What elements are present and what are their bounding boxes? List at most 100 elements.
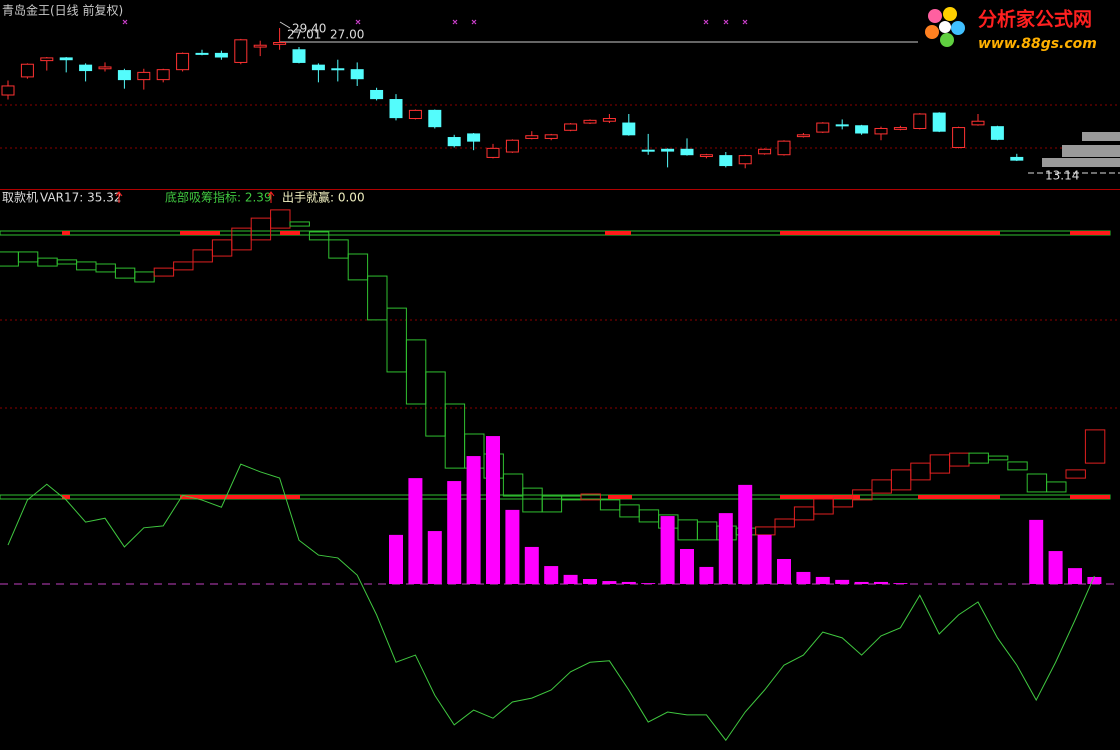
candle-body: [350, 69, 364, 80]
candle-body: [273, 42, 287, 45]
bar: [641, 583, 656, 584]
annotation: 27.00: [330, 28, 364, 42]
ladder-box: [328, 239, 349, 259]
candle-body: [680, 148, 694, 156]
petal: [928, 9, 942, 23]
bar: [757, 534, 772, 584]
ladder-box: [774, 518, 795, 528]
bar: [427, 531, 442, 584]
pointer: [279, 21, 291, 29]
signal: [780, 495, 860, 499]
ladder-box: [1084, 429, 1106, 464]
candle-body: [602, 118, 616, 122]
ladder-box: [541, 495, 563, 513]
bar: [389, 534, 403, 584]
candle-body: [59, 57, 73, 61]
bar: [1048, 551, 1063, 584]
signal: [1070, 231, 1110, 235]
candle-body: [79, 64, 93, 72]
bar: [602, 581, 617, 584]
candle-body: [913, 113, 927, 129]
candle-body: [564, 123, 578, 131]
candle-body: [971, 120, 985, 126]
candle-body: [544, 134, 558, 139]
annotation: 29.40: [292, 22, 326, 36]
candle-body: [311, 64, 325, 71]
ladder-box: [270, 209, 291, 229]
candle-body: [835, 124, 849, 127]
signal: [608, 495, 632, 499]
bar: [583, 579, 597, 584]
logo: 分析家公式网 www.88gs.com: [925, 7, 1097, 52]
candle-body: [932, 112, 946, 132]
chip-bar: [1042, 158, 1120, 167]
candle-body: [234, 39, 248, 63]
ladder-box: [987, 455, 1009, 461]
candle-body: [195, 52, 209, 55]
bar: [621, 581, 636, 584]
ladder-box: [308, 231, 330, 241]
candle-body: [583, 119, 597, 124]
chip-bar: [1082, 132, 1120, 141]
bar: [660, 516, 675, 584]
candle-body: [505, 139, 519, 153]
marker: [122, 19, 748, 25]
candle-body: [253, 44, 267, 48]
arrow: [115, 191, 123, 203]
ladder-box: [1007, 461, 1028, 471]
candle-body: [816, 122, 830, 133]
bar: [815, 576, 830, 584]
candle-body: [137, 71, 151, 81]
candle-body: [40, 57, 54, 62]
candle-body: [777, 140, 791, 156]
bar: [1087, 576, 1102, 584]
signal-strips: [0, 230, 1111, 500]
signal: [180, 495, 300, 499]
ladder-box: [153, 267, 175, 277]
bar: [408, 478, 423, 584]
signal: [918, 495, 1000, 499]
markers: [122, 19, 748, 25]
line-series: [7, 463, 1095, 742]
bar: [524, 546, 539, 584]
bar: [874, 581, 888, 584]
bar: [738, 484, 753, 584]
signal: [1070, 495, 1110, 499]
bar: [796, 571, 811, 584]
signal: [780, 231, 1000, 235]
bar: [699, 566, 714, 584]
ladder-box: [852, 489, 873, 501]
bar: [544, 566, 559, 584]
bar: [718, 513, 733, 584]
signal: [605, 231, 631, 235]
chart-title: 青岛金王(日线 前复权): [2, 3, 123, 18]
candle-body: [661, 148, 675, 152]
ladder-box: [367, 275, 388, 321]
logo-url: www.88gs.com: [978, 36, 1097, 52]
candle-body: [719, 155, 733, 167]
candle-body: [622, 122, 636, 136]
indicator-label: 出手就赢: 0.00: [282, 190, 365, 205]
ladder-box: [17, 251, 39, 263]
bar: [466, 456, 481, 584]
candle-body: [408, 109, 422, 120]
candle-body: [855, 125, 869, 134]
bar: [835, 579, 850, 584]
annotation: 27.01: [287, 28, 321, 42]
ladder-box: [134, 271, 155, 283]
candle-body: [796, 134, 810, 138]
candle-body: [389, 99, 403, 119]
chip-distribution: [1042, 132, 1120, 167]
ladder-box: [1046, 481, 1067, 493]
flower-center: [939, 21, 951, 33]
candle-body: [428, 109, 442, 128]
logo-name: 分析家公式网: [978, 8, 1092, 31]
bar: [1029, 519, 1044, 584]
candle-body: [893, 127, 907, 130]
annotation: 13.14: [1045, 169, 1079, 183]
candle-body: [176, 52, 190, 71]
petal: [925, 25, 939, 39]
bar: [854, 581, 869, 584]
